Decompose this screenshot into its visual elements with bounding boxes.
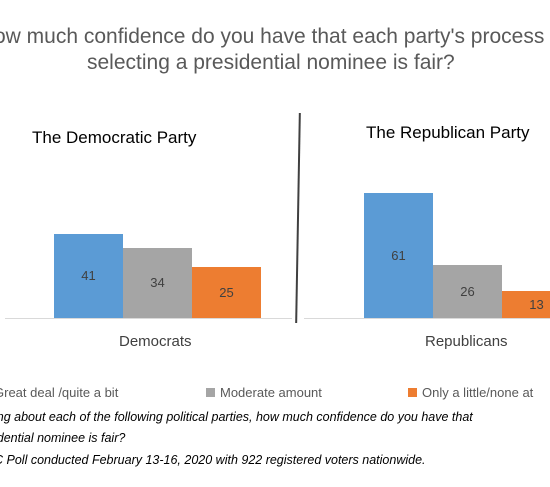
bar-republicans-little-none [502,291,550,318]
baseline-democratic [5,318,292,319]
chart-title-line-1: ow much confidence do you have that each… [0,25,550,48]
data-label-democrats-moderate: 34 [150,275,165,290]
data-label-republicans-great-deal: 61 [391,247,406,263]
legend-swatch-little-none [408,388,417,397]
legend-swatch-moderate [206,388,215,397]
chart-title-line-2: selecting a presidential nominee is fair… [87,51,455,74]
data-label-democrats-little-none: 25 [219,284,234,300]
bar-democrats-great-deal [54,234,123,318]
category-label-democrats: Democrats [119,333,192,350]
panel-divider [295,112,301,324]
footnote-line-3: C Poll conducted February 13-16, 2020 wi… [0,453,426,467]
footnote-line-2: idential nominee is fair? [0,431,126,445]
legend-item-little-none: Only a little/none at [408,385,533,400]
legend-item-moderate: Moderate amount [206,385,322,400]
legend-label-little-none: Only a little/none at [422,385,534,400]
footnote-line-1: ing about each of the following politica… [0,410,473,424]
bar-democrats-little-none [192,267,261,318]
data-label-republicans-moderate: 26 [460,283,475,299]
bar-republicans-great-deal [364,193,433,318]
category-label-republicans: Republicans [425,333,508,350]
legend-label-great-deal: Great deal /quite a bit [0,385,119,400]
panel-title-republican: The Republican Party [366,123,530,142]
bar-democrats-moderate [123,248,192,318]
data-label-democrats-great-deal: 41 [81,268,96,283]
legend-item-great-deal: Great deal /quite a bit [0,385,118,400]
panel-title-democratic: The Democratic Party [32,128,197,147]
baseline-republican [304,318,550,319]
bar-republicans-moderate [433,265,502,318]
legend-label-moderate: Moderate amount [220,385,322,400]
data-label-republicans-little-none: 13 [529,296,544,312]
